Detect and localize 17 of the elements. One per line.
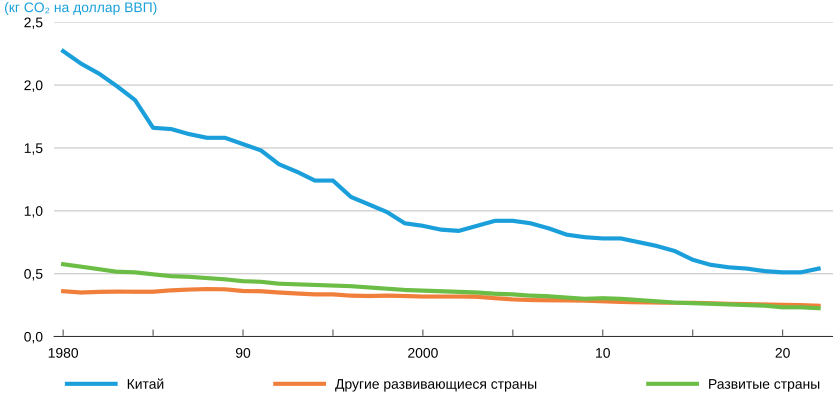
x-tick-label: 20 xyxy=(776,348,790,358)
chart-subtitle: (кг CO₂ на доллар ВВП) xyxy=(5,2,156,15)
y-tick-label: 1,0 xyxy=(24,206,42,218)
legend-label: Другие развивающиеся страны xyxy=(335,379,536,392)
y-tick-label: 1,5 xyxy=(24,143,42,155)
x-tick-label: 90 xyxy=(236,348,250,358)
y-tick-label: 0,5 xyxy=(24,268,42,280)
line-series xyxy=(61,49,821,274)
legend-label: Китай xyxy=(128,378,164,389)
legend-label: Развитые страны xyxy=(709,379,820,392)
x-tick-label: 10 xyxy=(596,348,610,358)
y-tick-label: 0,0 xyxy=(24,332,42,344)
x-tick-label: 1980 xyxy=(48,348,78,358)
line-series xyxy=(61,262,821,310)
y-tick-label: 2,5 xyxy=(24,18,42,29)
x-tick-label: 2000 xyxy=(408,348,438,358)
y-tick-label: 2,0 xyxy=(24,80,42,92)
